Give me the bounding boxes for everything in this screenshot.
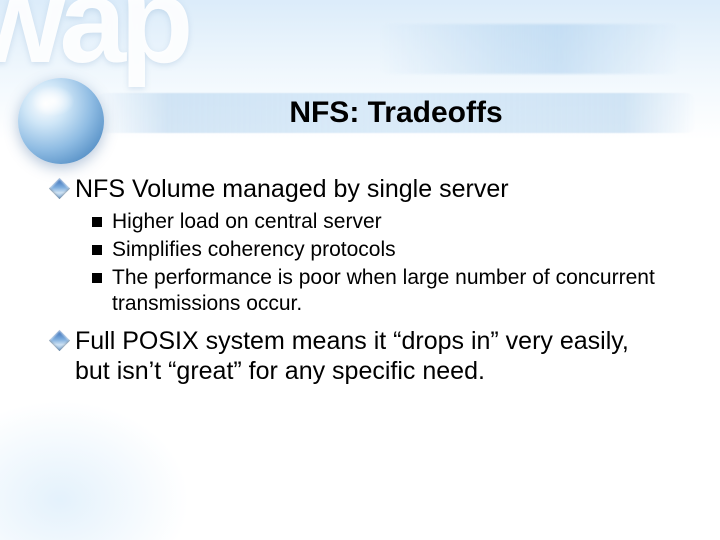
bullet-text: The performance is poor when large numbe… <box>112 265 668 318</box>
square-icon <box>92 273 102 283</box>
orb-icon <box>18 78 104 164</box>
bullet-level1: Full POSIX system means it “drops in” ve… <box>52 326 668 387</box>
bullet-text: Higher load on central server <box>112 209 668 235</box>
bullet-text: Full POSIX system means it “drops in” ve… <box>75 326 668 387</box>
corner-glow <box>0 400 190 540</box>
diamond-icon <box>49 329 70 350</box>
header-stripe <box>380 24 680 74</box>
square-icon <box>92 217 102 227</box>
bullet-text: NFS Volume managed by single server <box>75 174 668 205</box>
bullet-level2: The performance is poor when large numbe… <box>92 265 668 318</box>
watermark-text: wap <box>0 0 187 90</box>
slide: wap NFS: Tradeoffs NFS Volume managed by… <box>0 0 720 540</box>
bullet-level2: Simplifies coherency protocols <box>92 237 668 263</box>
bullet-level1: NFS Volume managed by single server <box>52 174 668 205</box>
title-bar: NFS: Tradeoffs <box>96 86 696 140</box>
bullet-text: Simplifies coherency protocols <box>112 237 668 263</box>
content-area: NFS Volume managed by single server High… <box>52 168 668 391</box>
sub-bullet-group: Higher load on central server Simplifies… <box>52 209 668 318</box>
slide-title: NFS: Tradeoffs <box>289 96 502 130</box>
diamond-icon <box>49 178 70 199</box>
square-icon <box>92 245 102 255</box>
bullet-level2: Higher load on central server <box>92 209 668 235</box>
